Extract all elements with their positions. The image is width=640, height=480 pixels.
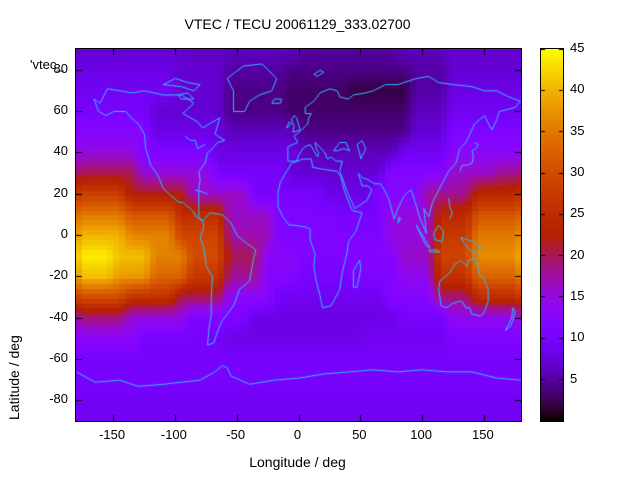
y-tick-label: 60 — [53, 102, 68, 117]
stray-key-label: 'vtec_ — [30, 57, 64, 72]
y-tick-label: -40 — [49, 308, 68, 324]
colorbar-gradient-canvas — [541, 49, 563, 421]
chart-title: VTEC / TECU 20061129_333.02700 — [184, 16, 411, 32]
y-tick-label: 0 — [60, 226, 68, 241]
colorbar-tick-label: 5 — [570, 370, 578, 386]
colorbar — [540, 48, 564, 422]
x-tick-label: 50 — [352, 427, 367, 442]
y-tick-label: -60 — [49, 350, 68, 365]
x-axis-label: Longitude / deg — [249, 454, 346, 470]
colorbar-tick-label: 10 — [570, 329, 585, 345]
x-tick-label: -150 — [99, 427, 126, 442]
vtec-heatmap-canvas — [76, 49, 521, 421]
y-tick-label: 20 — [53, 184, 68, 200]
x-tick-label: 100 — [410, 427, 432, 442]
y-tick-label: 40 — [53, 143, 68, 159]
x-tick-label: 0 — [293, 427, 302, 442]
x-tick-label: 150 — [472, 427, 494, 442]
colorbar-tick-label: 30 — [570, 164, 585, 179]
y-tick-label: -20 — [49, 267, 68, 283]
x-tick-label: -100 — [160, 427, 187, 442]
colorbar-tick-label: 40 — [570, 81, 585, 97]
y-axis-label: Latitude / deg — [6, 335, 22, 420]
colorbar-tick-label: 25 — [570, 205, 585, 221]
colorbar-tick-label: 35 — [570, 122, 585, 138]
map-plot-area — [75, 48, 522, 422]
colorbar-tick-label: 20 — [570, 246, 585, 262]
y-tick-label: 80 — [53, 60, 68, 76]
colorbar-tick-label: 15 — [570, 288, 585, 303]
colorbar-tick-label: 45 — [570, 40, 585, 55]
y-tick-label: -80 — [49, 391, 68, 407]
x-tick-label: -50 — [226, 427, 246, 442]
